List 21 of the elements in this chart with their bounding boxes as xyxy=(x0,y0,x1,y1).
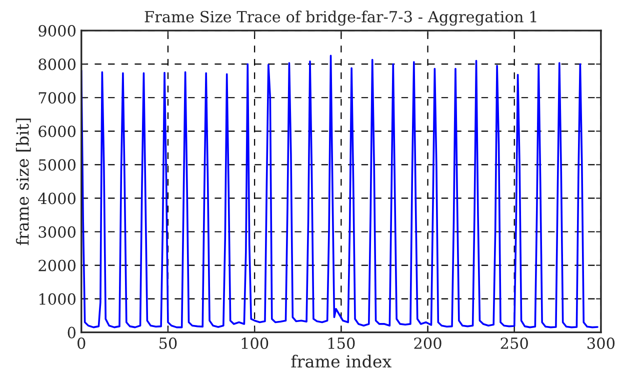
x-tick-label: 0 xyxy=(78,337,86,350)
x-tick-label: 200 xyxy=(414,337,442,350)
y-tick-label: 3000 xyxy=(38,226,76,238)
y-tick-label: 4000 xyxy=(38,192,76,204)
x-tick-label: 250 xyxy=(500,337,528,350)
y-tick-label: 1000 xyxy=(40,293,76,305)
y-axis-title: frame size [bit] xyxy=(16,118,31,246)
y-tick-label: 5000 xyxy=(38,159,76,171)
y-tick-label: 0 xyxy=(68,326,76,338)
x-tick-label: 100 xyxy=(242,337,268,350)
y-tick-label: 8000 xyxy=(38,58,76,70)
line-series xyxy=(81,54,598,328)
y-tick-label: 6000 xyxy=(38,126,76,138)
x-tick-label: 50 xyxy=(160,337,177,350)
y-tick-label: 2000 xyxy=(38,260,76,272)
chart-title: Frame Size Trace of bridge-far-7-3 - Aggregation 1 xyxy=(144,10,536,26)
y-tick-label: 7000 xyxy=(38,92,76,104)
x-axis-title: frame index xyxy=(291,354,392,368)
y-tick-label: 9000 xyxy=(38,25,76,37)
x-tick-label: 150 xyxy=(328,337,355,350)
x-tick-label: 300 xyxy=(588,337,615,350)
